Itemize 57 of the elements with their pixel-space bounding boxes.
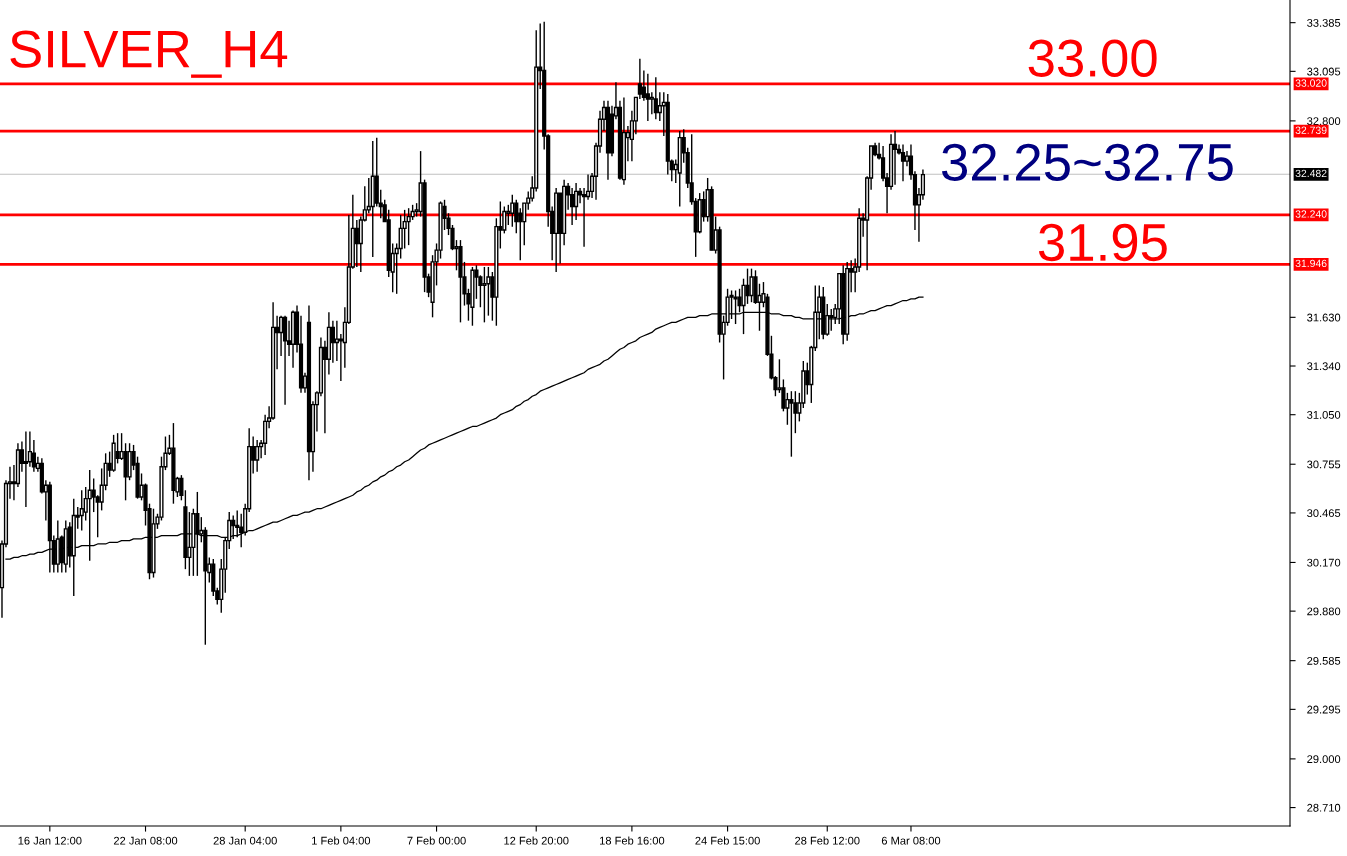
candlestick (829, 308, 834, 332)
candlestick (406, 207, 411, 246)
annotation: SILVER_H4 (10, 30, 288, 78)
y-tick-label: 33.095 (1307, 67, 1341, 76)
y-tick-label: 33.385 (1307, 18, 1341, 27)
candlestick (282, 314, 288, 406)
x-tick-label: 12 Feb 20:00 (504, 836, 569, 845)
candlestick (231, 514, 236, 540)
y-tick-label: 29.880 (1307, 607, 1341, 616)
y-tick-label: 28.710 (1307, 803, 1341, 812)
candlestick (745, 267, 750, 305)
y-tick-label: 32.800 (1307, 117, 1341, 126)
x-tick-label: 18 Feb 16:00 (600, 836, 665, 845)
candlestick (581, 187, 587, 248)
text: 33.00 (1028, 39, 1157, 77)
x-tick-label: 28 Feb 12:00 (795, 836, 860, 845)
candlestick (749, 267, 754, 303)
candlestick (255, 439, 260, 473)
x-tick-label: 24 Feb 15:00 (695, 836, 760, 845)
ref-line-label: 31.946 (1295, 259, 1327, 268)
y-tick-label: 31.050 (1307, 410, 1341, 419)
y-tick-label: 31.630 (1307, 313, 1341, 322)
candlestick (482, 266, 487, 324)
candlestick (570, 187, 575, 226)
text: 31.95 (1038, 223, 1167, 262)
y-tick-label: 30.465 (1307, 509, 1341, 518)
candlestick (510, 194, 515, 228)
candlestick (645, 73, 650, 122)
ref-line-label: 32.739 (1295, 126, 1327, 134)
x-tick-label: 1 Feb 04:00 (312, 836, 371, 845)
text: 32.25~32.75 (942, 143, 1233, 182)
candlestick (179, 474, 184, 502)
x-tick-label: 28 Jan 04:00 (213, 836, 277, 845)
y-tick-label: 30.755 (1307, 460, 1341, 469)
x-tick-label: 7 Feb 00:00 (407, 836, 466, 845)
candlestick (402, 209, 407, 250)
candlestick (23, 430, 29, 508)
x-tick-label: 22 Jan 08:00 (113, 836, 178, 845)
candlestick (79, 489, 84, 532)
y-tick-label: 29.000 (1307, 755, 1341, 764)
y-tick-label: 29.295 (1307, 705, 1341, 714)
y-tick-label: 29.585 (1307, 656, 1341, 665)
y-tick-label: 31.340 (1307, 362, 1341, 371)
ref-line-label: 32.482 (1295, 169, 1327, 178)
candlestick (235, 509, 240, 538)
candlestick (514, 199, 519, 235)
ref-line-label: 33.020 (1295, 79, 1327, 87)
candlestick (573, 182, 579, 221)
candlestick (789, 390, 794, 458)
candlestick (653, 76, 658, 120)
candlestick (398, 214, 403, 260)
ref-line-label: 32.240 (1295, 210, 1327, 218)
x-tick-label: 6 Mar 08:00 (881, 836, 941, 845)
candlestick (330, 319, 335, 364)
x-tick-label: 16 Jan 12:00 (18, 836, 82, 845)
candlestick (354, 219, 359, 268)
y-tick-label: 30.170 (1307, 558, 1341, 567)
